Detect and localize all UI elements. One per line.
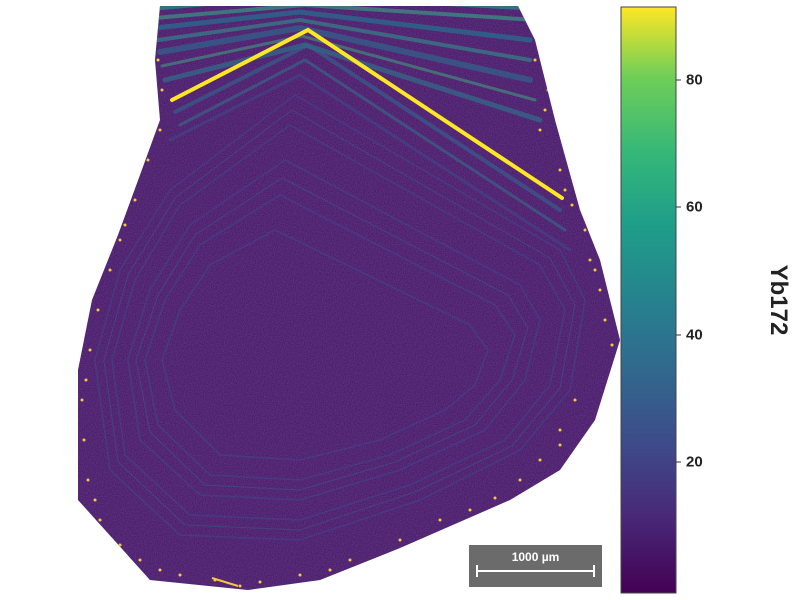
speckle-points xyxy=(80,58,614,588)
crystal-grain xyxy=(78,6,620,590)
colorbar-tick-40: 40 xyxy=(686,326,703,344)
outer-growth-zones xyxy=(147,6,572,252)
colorbar xyxy=(620,6,681,594)
scale-bar: 1000 µm xyxy=(469,545,602,587)
scale-bar-line xyxy=(477,570,594,572)
colorbar-tick-20: 20 xyxy=(686,453,703,471)
colorbar-tick-80: 80 xyxy=(686,71,703,89)
colorbar-title: Yb172 xyxy=(765,264,792,336)
inner-growth-zones xyxy=(94,94,586,541)
scale-bar-label: 1000 µm xyxy=(511,550,560,564)
colorbar-tick-60: 60 xyxy=(686,198,703,216)
scale-bar-left-cap xyxy=(476,565,478,577)
scale-bar-right-cap xyxy=(593,565,595,577)
